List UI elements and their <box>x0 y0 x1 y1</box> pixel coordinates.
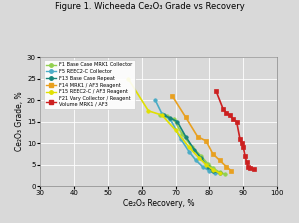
F5 REEC2-C Collector <box>160 113 164 115</box>
F5 REEC2-C Collector <box>179 137 182 140</box>
F14 MRK1 / AF3 Reagent <box>225 165 228 168</box>
F13 Base Case Repeat <box>169 117 172 120</box>
Y-axis label: Ce₂O₃ Grade, %: Ce₂O₃ Grade, % <box>15 92 24 151</box>
F15 REEC2-C / AF3 Reagent <box>204 163 208 166</box>
F1 Base Case MRK1 Collector <box>165 115 169 118</box>
F14 MRK1 / AF3 Reagent <box>184 116 187 119</box>
F15 REEC2-C / AF3 Reagent <box>160 114 164 116</box>
F5 REEC2-C Collector <box>208 170 211 172</box>
F21 Vary Collector / Reagent
Volume MRK1 / AF3 <box>235 120 238 123</box>
F1 Base Case MRK1 Collector <box>181 133 184 136</box>
F15 REEC2-C / AF3 Reagent <box>218 172 222 175</box>
F21 Vary Collector / Reagent
Volume MRK1 / AF3 <box>247 165 250 168</box>
F14 MRK1 / AF3 Reagent <box>211 153 215 155</box>
F21 Vary Collector / Reagent
Volume MRK1 / AF3 <box>214 90 218 93</box>
F5 REEC2-C Collector <box>194 159 198 162</box>
F15 REEC2-C / AF3 Reagent <box>147 109 150 112</box>
F13 Base Case Repeat <box>192 148 196 151</box>
F13 Base Case Repeat <box>162 114 165 116</box>
F13 Base Case Repeat <box>206 165 210 168</box>
Line: F14 MRK1 / AF3 Reagent: F14 MRK1 / AF3 Reagent <box>170 94 233 173</box>
F1 Base Case MRK1 Collector <box>191 146 194 149</box>
Line: F13 Base Case Repeat: F13 Base Case Repeat <box>162 114 221 175</box>
F5 REEC2-C Collector <box>201 165 205 168</box>
F1 Base Case MRK1 Collector <box>172 118 176 121</box>
F15 REEC2-C / AF3 Reagent <box>174 129 177 132</box>
F15 REEC2-C / AF3 Reagent <box>187 146 191 149</box>
F21 Vary Collector / Reagent
Volume MRK1 / AF3 <box>221 107 225 110</box>
F15 REEC2-C / AF3 Reagent <box>197 157 201 159</box>
F5 REEC2-C Collector <box>213 172 216 175</box>
Line: F15 REEC2-C / AF3 Reagent: F15 REEC2-C / AF3 Reagent <box>126 77 221 175</box>
F5 REEC2-C Collector <box>153 99 157 101</box>
F1 Base Case MRK1 Collector <box>206 162 210 165</box>
F21 Vary Collector / Reagent
Volume MRK1 / AF3 <box>242 146 245 149</box>
F5 REEC2-C Collector <box>187 150 191 153</box>
Legend: F1 Base Case MRK1 Collector, F5 REEC2-C Collector, F13 Base Case Repeat, F14 MRK: F1 Base Case MRK1 Collector, F5 REEC2-C … <box>44 60 135 109</box>
F21 Vary Collector / Reagent
Volume MRK1 / AF3 <box>245 161 248 164</box>
F21 Vary Collector / Reagent
Volume MRK1 / AF3 <box>243 155 247 157</box>
Text: Figure 1. Wicheeda Ce₂O₃ Grade vs Recovery: Figure 1. Wicheeda Ce₂O₃ Grade vs Recove… <box>55 2 244 11</box>
F13 Base Case Repeat <box>211 170 215 172</box>
F1 Base Case MRK1 Collector <box>223 173 227 175</box>
F13 Base Case Repeat <box>184 135 187 138</box>
F13 Base Case Repeat <box>199 157 203 159</box>
F21 Vary Collector / Reagent
Volume MRK1 / AF3 <box>248 167 252 169</box>
F1 Base Case MRK1 Collector <box>218 171 222 174</box>
F13 Base Case Repeat <box>218 172 222 175</box>
F14 MRK1 / AF3 Reagent <box>170 95 174 97</box>
F1 Base Case MRK1 Collector <box>199 155 203 157</box>
F1 Base Case MRK1 Collector <box>158 114 162 116</box>
F21 Vary Collector / Reagent
Volume MRK1 / AF3 <box>228 114 232 116</box>
F14 MRK1 / AF3 Reagent <box>196 135 199 138</box>
F21 Vary Collector / Reagent
Volume MRK1 / AF3 <box>225 112 228 114</box>
Line: F21 Vary Collector / Reagent
Volume MRK1 / AF3: F21 Vary Collector / Reagent Volume MRK1… <box>214 90 255 171</box>
Line: F5 REEC2-C Collector: F5 REEC2-C Collector <box>153 98 216 175</box>
F15 REEC2-C / AF3 Reagent <box>211 168 215 171</box>
F21 Vary Collector / Reagent
Volume MRK1 / AF3 <box>231 118 235 121</box>
F14 MRK1 / AF3 Reagent <box>204 140 208 142</box>
F13 Base Case Repeat <box>176 120 179 123</box>
F1 Base Case MRK1 Collector <box>211 167 215 169</box>
F21 Vary Collector / Reagent
Volume MRK1 / AF3 <box>238 137 242 140</box>
F5 REEC2-C Collector <box>169 118 172 121</box>
F14 MRK1 / AF3 Reagent <box>218 159 222 162</box>
F15 REEC2-C / AF3 Reagent <box>126 77 130 80</box>
F21 Vary Collector / Reagent
Volume MRK1 / AF3 <box>252 167 255 170</box>
Line: F1 Base Case MRK1 Collector: F1 Base Case MRK1 Collector <box>158 114 226 176</box>
F14 MRK1 / AF3 Reagent <box>230 170 233 172</box>
X-axis label: Ce₂O₃ Recovery, %: Ce₂O₃ Recovery, % <box>123 199 194 208</box>
F21 Vary Collector / Reagent
Volume MRK1 / AF3 <box>240 142 243 145</box>
